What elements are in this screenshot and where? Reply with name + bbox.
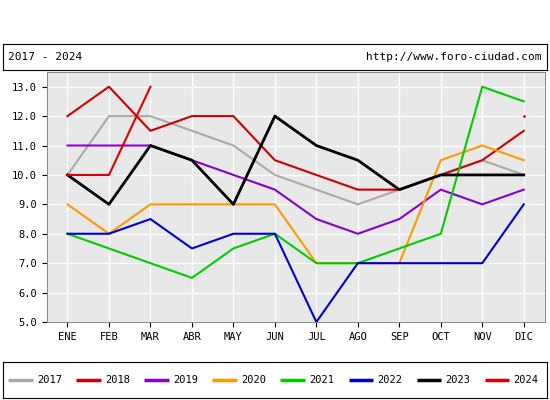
Text: 2023: 2023 <box>446 375 470 385</box>
Text: 2017 - 2024: 2017 - 2024 <box>8 52 82 62</box>
Text: 2022: 2022 <box>377 375 403 385</box>
Text: 2020: 2020 <box>241 375 266 385</box>
Text: 2024: 2024 <box>514 375 538 385</box>
Text: 2017: 2017 <box>37 375 62 385</box>
Text: Evolucion del paro registrado en San Juan del Monte: Evolucion del paro registrado en San Jua… <box>52 13 498 29</box>
Text: http://www.foro-ciudad.com: http://www.foro-ciudad.com <box>366 52 542 62</box>
Text: 2018: 2018 <box>105 375 130 385</box>
Text: 2019: 2019 <box>173 375 198 385</box>
Text: 2021: 2021 <box>309 375 334 385</box>
